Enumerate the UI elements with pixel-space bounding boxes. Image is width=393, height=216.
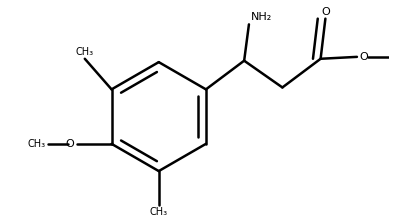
Text: O: O bbox=[66, 139, 74, 149]
Text: CH₃: CH₃ bbox=[150, 207, 168, 216]
Text: CH₃: CH₃ bbox=[28, 139, 46, 149]
Text: O: O bbox=[321, 7, 330, 17]
Text: CH₃: CH₃ bbox=[76, 47, 94, 57]
Text: NH₂: NH₂ bbox=[251, 13, 272, 22]
Text: O: O bbox=[360, 52, 369, 62]
